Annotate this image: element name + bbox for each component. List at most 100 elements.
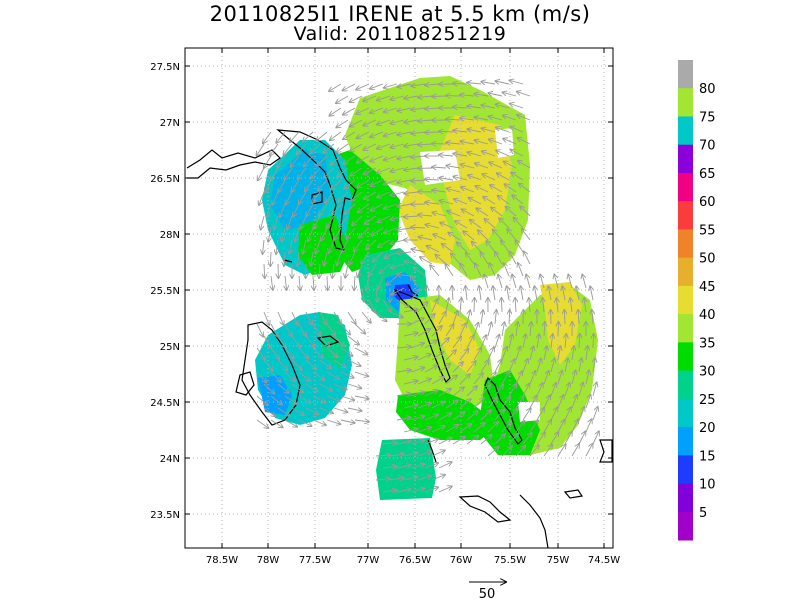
- wind-vector: [389, 454, 404, 456]
- wind-vector: [511, 173, 524, 181]
- wind-vector: [263, 335, 271, 348]
- wind-vector: [410, 464, 425, 469]
- wind-vector: [473, 398, 484, 409]
- wind-vectors: [257, 80, 599, 492]
- wind-vector: [501, 372, 509, 385]
- wind-vector: [593, 358, 595, 373]
- wind-vector: [446, 264, 454, 277]
- wind-vector: [326, 395, 340, 401]
- wind-vector: [359, 227, 370, 238]
- wind-vector: [345, 203, 356, 214]
- wind-vector: [384, 203, 398, 209]
- wind-vector: [517, 115, 531, 121]
- wind-vector: [336, 95, 349, 103]
- wind-vector: [438, 338, 449, 349]
- wind-region-south-central-yellow: [430, 300, 480, 375]
- wind-vector: [593, 334, 594, 349]
- wind-vector: [305, 335, 315, 347]
- wind-vector: [518, 263, 524, 277]
- wind-vector: [495, 81, 510, 84]
- wind-vector: [564, 407, 571, 421]
- wind-vector: [452, 412, 465, 421]
- wind-vector: [364, 191, 377, 199]
- wind-vector: [373, 251, 384, 262]
- wind-vector: [438, 364, 450, 373]
- wind-vector: [325, 191, 335, 203]
- lon-tick-label: 76W: [450, 555, 473, 566]
- wind-vector: [475, 263, 482, 277]
- wind-vector: [498, 275, 503, 289]
- wind-vector: [442, 244, 454, 253]
- wind-vector: [425, 84, 440, 85]
- wind-vector: [459, 349, 468, 361]
- wind-vector: [478, 230, 489, 241]
- wind-vector: [327, 275, 328, 290]
- wind-vector: [326, 323, 335, 335]
- wind-vector: [284, 371, 295, 381]
- wind-vector: [397, 84, 412, 87]
- coastline-grand-bahama: [186, 149, 281, 179]
- wind-vector: [518, 161, 531, 169]
- wind-vector: [357, 179, 370, 187]
- wind-vector: [313, 275, 314, 290]
- colorbar-swatch: [678, 201, 693, 230]
- wind-vector: [504, 162, 517, 169]
- wind-vector: [455, 221, 468, 229]
- wind-vector: [509, 252, 517, 265]
- wind-vector: [418, 120, 433, 121]
- wind-vector: [433, 234, 447, 241]
- wind-vector: [351, 191, 363, 201]
- wind-vector: [305, 179, 314, 191]
- wind-vector: [466, 436, 478, 445]
- wind-vector: [473, 373, 483, 385]
- wind-vector: [319, 263, 320, 278]
- wind-vector: [564, 383, 570, 397]
- colorbar-label: 60: [699, 195, 716, 210]
- wind-vector: [432, 213, 447, 217]
- wind-vector: [347, 359, 361, 366]
- wind-vector: [410, 343, 424, 349]
- wind-vector: [582, 275, 587, 289]
- wind-vector: [431, 402, 445, 409]
- wind-vector: [459, 374, 470, 385]
- wind-vector: [396, 299, 409, 307]
- wind-vector: [357, 155, 370, 163]
- wind-vector: [519, 184, 531, 193]
- wind-vector: [431, 475, 445, 481]
- wind-vector: [565, 358, 568, 373]
- wind-vector: [403, 405, 418, 409]
- wind-vector: [451, 253, 461, 265]
- wind-vector: [411, 108, 426, 110]
- wind-vector: [411, 227, 426, 228]
- wind-vector: [319, 335, 329, 347]
- wind-vector: [304, 155, 314, 166]
- wind-vector: [285, 275, 287, 290]
- wind-vector: [305, 407, 319, 414]
- wind-vector: [414, 268, 426, 277]
- wind-vector: [460, 95, 475, 96]
- lat-tick-label: 27N: [160, 118, 180, 129]
- wind-vector: [265, 179, 272, 193]
- wind-vector: [333, 335, 344, 346]
- wind-vector: [357, 131, 370, 138]
- wind-vector: [305, 311, 312, 325]
- wind-vector: [318, 179, 328, 191]
- wind-vector: [487, 372, 496, 385]
- wind-vector: [376, 287, 378, 302]
- wind-vector: [453, 83, 468, 84]
- wind-vector: [411, 84, 426, 86]
- wind-vector: [356, 83, 370, 90]
- wind-vector: [384, 131, 398, 136]
- wind-vector: [543, 420, 551, 433]
- wind-vector: [340, 395, 354, 400]
- wind-vector: [482, 151, 496, 157]
- wind-vector: [354, 275, 355, 290]
- lat-tick-label: 25.5N: [150, 286, 180, 297]
- wind-vector: [529, 396, 537, 409]
- wind-vector: [453, 130, 468, 132]
- wind-vector: [411, 156, 426, 157]
- wind-vector: [501, 347, 507, 361]
- wind-vector: [410, 488, 425, 493]
- wind-vector: [556, 298, 558, 313]
- wind-vector: [272, 191, 279, 205]
